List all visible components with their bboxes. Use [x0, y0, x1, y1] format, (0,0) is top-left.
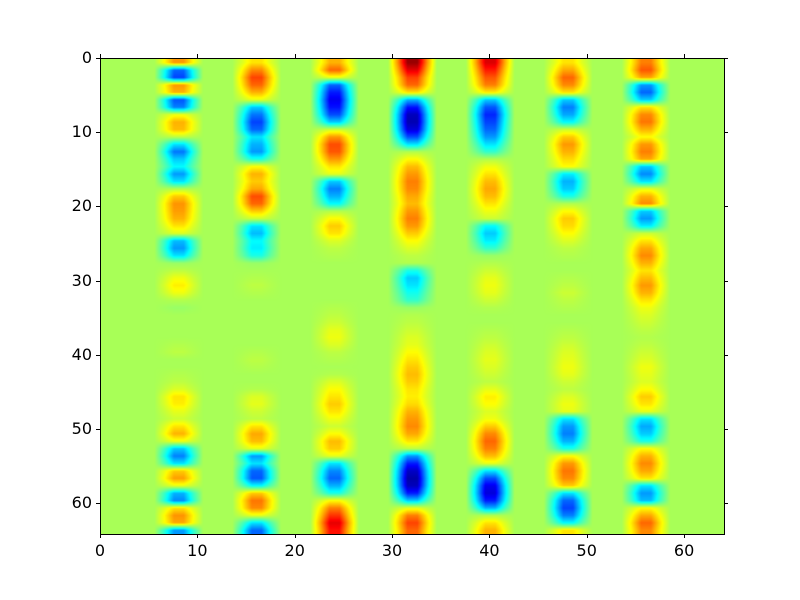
y-axis-tick — [96, 206, 100, 208]
x-axis-tick — [489, 534, 491, 538]
y-axis-tick-right — [724, 280, 728, 282]
heatmap-image — [101, 59, 724, 534]
y-axis-tick-right — [724, 206, 728, 208]
x-axis-tick-label: 40 — [479, 541, 500, 560]
y-axis-tick — [96, 280, 100, 282]
x-axis-tick — [294, 534, 296, 538]
x-axis-tick-label: 60 — [673, 541, 695, 560]
x-axis-tick — [197, 534, 199, 538]
x-axis-tick-label: 20 — [284, 541, 305, 560]
y-axis-tick-label: 0 — [81, 48, 92, 67]
x-axis-tick-top — [489, 54, 491, 58]
y-axis-tick-label: 40 — [71, 344, 92, 364]
y-axis-tick-right — [724, 503, 728, 505]
y-axis-tick-right — [724, 354, 728, 356]
x-axis-tick-top — [100, 54, 101, 58]
x-axis-tick — [100, 534, 101, 538]
y-axis-tick-label: 10 — [71, 122, 92, 142]
y-axis-tick — [96, 429, 100, 431]
x-axis-tick-label: 10 — [187, 541, 208, 560]
x-axis-tick-top — [684, 54, 686, 58]
y-axis-tick — [96, 503, 100, 505]
x-axis-tick-label: 50 — [576, 541, 597, 560]
x-axis-tick — [586, 534, 588, 538]
y-axis-tick-label: 30 — [71, 270, 92, 290]
x-axis-tick — [392, 534, 394, 538]
y-axis-tick-right — [724, 58, 728, 59]
x-axis-tick — [684, 534, 686, 538]
y-axis-tick-label: 20 — [71, 196, 92, 216]
x-axis-tick-label: 0 — [94, 541, 106, 560]
x-axis-tick-top — [392, 54, 394, 58]
y-axis-tick-label: 60 — [71, 493, 92, 513]
y-axis-tick — [96, 58, 100, 59]
x-axis-tick-top — [294, 54, 296, 58]
x-axis-tick-top — [586, 54, 588, 58]
y-axis-tick-right — [724, 132, 728, 134]
y-axis-tick — [96, 132, 100, 134]
x-axis-tick-label: 30 — [381, 541, 403, 560]
heatmap-axes[interactable] — [100, 58, 725, 535]
y-axis-tick-label: 50 — [71, 419, 92, 439]
y-axis-tick — [96, 354, 100, 356]
x-axis-tick-top — [197, 54, 199, 58]
y-axis-tick-right — [724, 429, 728, 431]
